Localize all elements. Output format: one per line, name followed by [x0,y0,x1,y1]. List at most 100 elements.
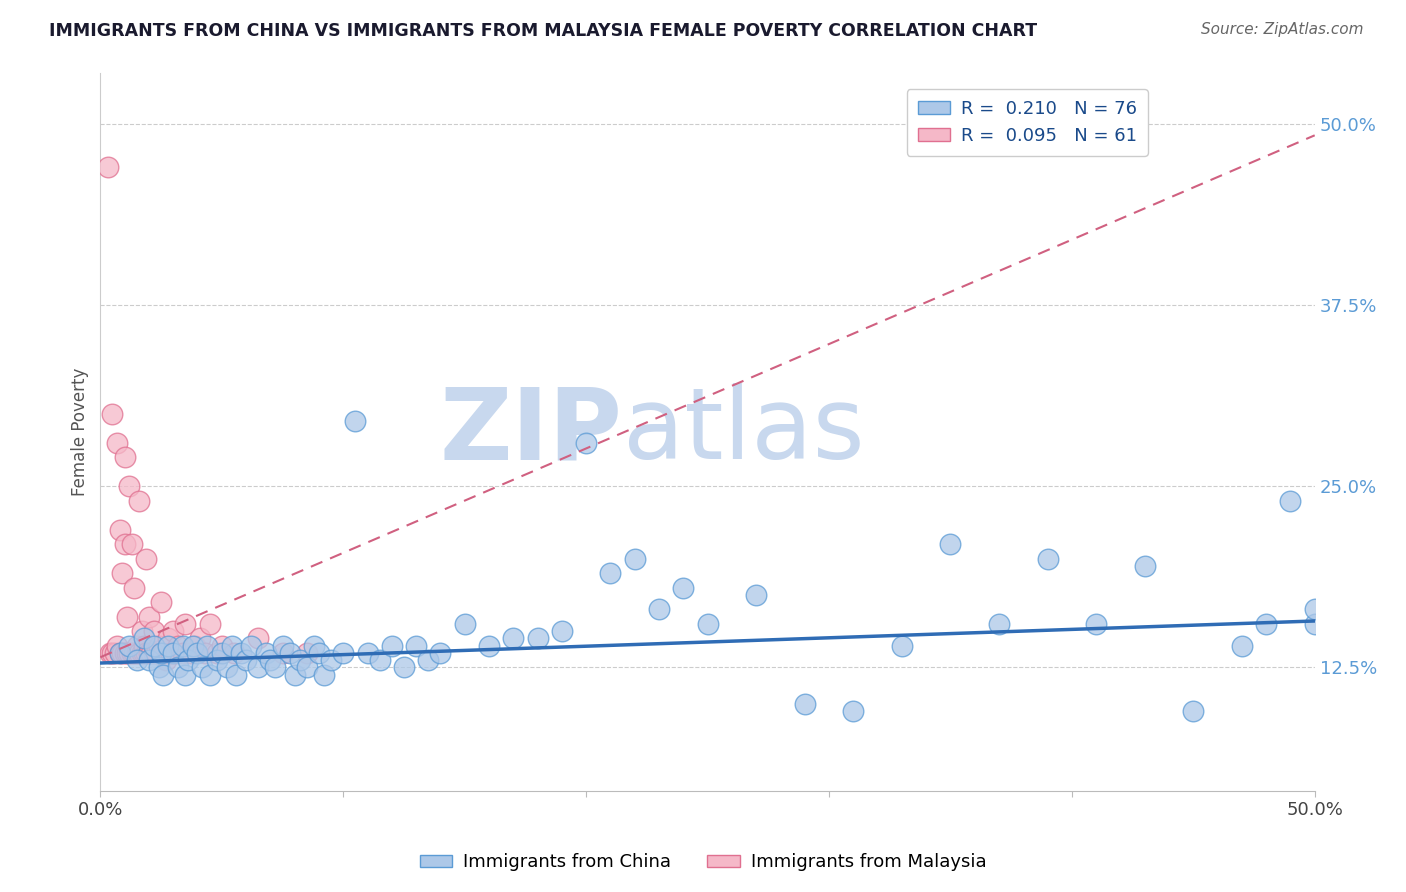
Point [142,624,165,639]
Point [132,639,155,653]
Point [181,639,204,653]
Point [184,639,207,653]
Point [172,639,194,653]
Point [194,646,217,660]
Point [157,639,180,653]
Point [121,537,143,551]
Point [271,646,294,660]
Point [842,704,865,718]
Point [312,667,335,681]
Point [381,639,404,653]
Point [118,646,141,660]
Point [648,602,671,616]
Point [118,639,141,653]
Point [1230,639,1253,653]
Point [152,646,174,660]
Legend: Immigrants from China, Immigrants from Malaysia: Immigrants from China, Immigrants from M… [412,847,994,879]
Text: Source: ZipAtlas.com: Source: ZipAtlas.com [1201,22,1364,37]
Point [148,660,170,674]
Point [392,660,415,674]
Point [225,667,247,681]
Point [195,639,218,653]
Point [295,660,318,674]
Point [453,616,475,631]
Point [145,646,167,660]
Point [152,667,174,681]
Point [264,660,287,674]
Point [188,632,211,646]
Point [131,646,153,660]
Point [157,632,180,646]
Point [1279,493,1302,508]
Point [239,639,262,653]
Point [179,646,201,660]
Point [429,646,451,660]
Point [235,653,257,667]
Point [288,653,311,667]
Point [167,660,190,674]
Point [191,660,214,674]
Point [1182,704,1205,718]
Point [141,646,163,660]
Point [215,660,238,674]
Point [148,639,170,653]
Point [259,653,281,667]
Point [114,450,136,465]
Point [111,566,134,581]
Point [284,667,307,681]
Point [478,639,501,653]
Point [115,609,138,624]
Point [125,646,148,660]
Point [278,646,301,660]
Point [356,646,378,660]
Point [1036,551,1059,566]
Point [988,616,1011,631]
Point [105,639,128,653]
Point [162,646,184,660]
Point [174,667,197,681]
Point [165,646,187,660]
Point [221,639,243,653]
Point [575,435,598,450]
Point [150,646,173,660]
Point [104,646,127,660]
Point [295,646,318,660]
Point [167,639,190,653]
Point [1303,602,1326,616]
Point [211,639,233,653]
Point [271,639,294,653]
Point [502,632,524,646]
Point [368,653,391,667]
Point [623,551,645,566]
Point [222,646,245,660]
Point [551,624,574,639]
Point [939,537,962,551]
Point [115,646,138,660]
Point [101,646,124,660]
Point [124,646,146,660]
Point [111,646,134,660]
Point [198,667,221,681]
Point [198,616,221,631]
Point [205,653,228,667]
Point [150,646,173,660]
Point [132,632,155,646]
Point [121,646,143,660]
Point [162,624,184,639]
Point [138,646,160,660]
Point [118,479,141,493]
Point [247,632,270,646]
Point [231,646,253,660]
Point [186,646,208,660]
Point [302,639,325,653]
Point [1085,616,1108,631]
Point [344,414,367,428]
Point [793,697,815,711]
Text: IMMIGRANTS FROM CHINA VS IMMIGRANTS FROM MALAYSIA FEMALE POVERTY CORRELATION CHA: IMMIGRANTS FROM CHINA VS IMMIGRANTS FROM… [49,22,1038,40]
Point [1256,616,1278,631]
Point [174,616,197,631]
Point [672,581,695,595]
Point [155,653,177,667]
Point [124,581,146,595]
Point [254,646,277,660]
